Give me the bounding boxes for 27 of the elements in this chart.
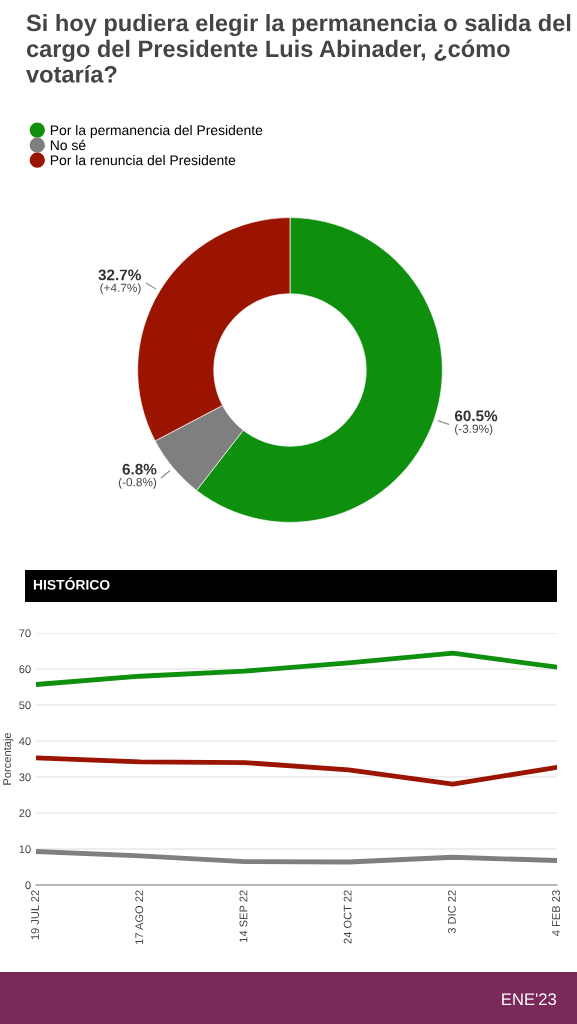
data-label: 60.5% (-3.9%) bbox=[454, 410, 498, 436]
y-tick-label: 70 bbox=[19, 629, 31, 638]
chart-title: Si hoy pudiera elegir la permanencia o salida del cargo del Presidente Luis Abinader, ¿cómo votaría? bbox=[26, 14, 571, 83]
y-axis-title: Porcentaje bbox=[2, 732, 14, 785]
y-tick-label: 0 bbox=[25, 881, 31, 890]
legend-label: Por la renuncia del Presidente bbox=[50, 155, 236, 166]
x-tick-label: 19 JUL 22 bbox=[31, 890, 39, 940]
y-tick-label: 60 bbox=[19, 665, 31, 674]
chart-title: HISTÓRICO bbox=[33, 577, 110, 590]
y-tick-label: 40 bbox=[19, 737, 31, 746]
line-series bbox=[36, 849, 557, 865]
x-tick-label: 17 AGO 22 bbox=[135, 890, 144, 944]
y-tick-label: 30 bbox=[19, 773, 31, 782]
line-series bbox=[36, 755, 557, 787]
legend-label: No sé bbox=[50, 139, 86, 151]
data-label: 32.7% (+4.7%) bbox=[98, 269, 141, 295]
x-tick-label: 3 DIC 22 bbox=[447, 890, 456, 934]
line-series bbox=[36, 650, 557, 687]
text: ENE'23 bbox=[502, 993, 557, 1006]
x-tick-label: 4 FEB 23 bbox=[552, 890, 560, 936]
legend-label: Por la permanencia del Presidente bbox=[50, 124, 263, 138]
x-tick-label: 14 SEP 22 bbox=[239, 890, 248, 942]
y-tick-label: 20 bbox=[19, 809, 31, 818]
y-tick-label: 10 bbox=[19, 845, 31, 854]
x-tick-label: 24 OCT 22 bbox=[343, 890, 352, 944]
data-label: 6.8% (-0.8%) bbox=[118, 463, 157, 489]
y-tick-label: 50 bbox=[19, 701, 31, 710]
